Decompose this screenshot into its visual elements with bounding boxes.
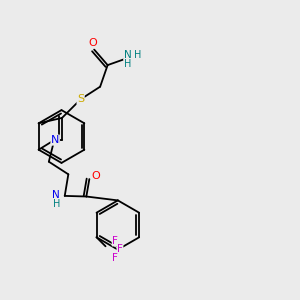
Text: H: H <box>134 50 141 60</box>
Text: N: N <box>51 135 59 145</box>
Text: N: N <box>52 190 60 200</box>
Text: N: N <box>124 50 132 60</box>
Text: F: F <box>112 236 118 246</box>
Text: S: S <box>77 94 84 104</box>
Text: F: F <box>112 253 118 263</box>
Text: O: O <box>88 38 97 48</box>
Text: H: H <box>52 199 60 209</box>
Text: O: O <box>92 171 100 181</box>
Text: H: H <box>124 59 131 69</box>
Text: F: F <box>117 244 123 254</box>
